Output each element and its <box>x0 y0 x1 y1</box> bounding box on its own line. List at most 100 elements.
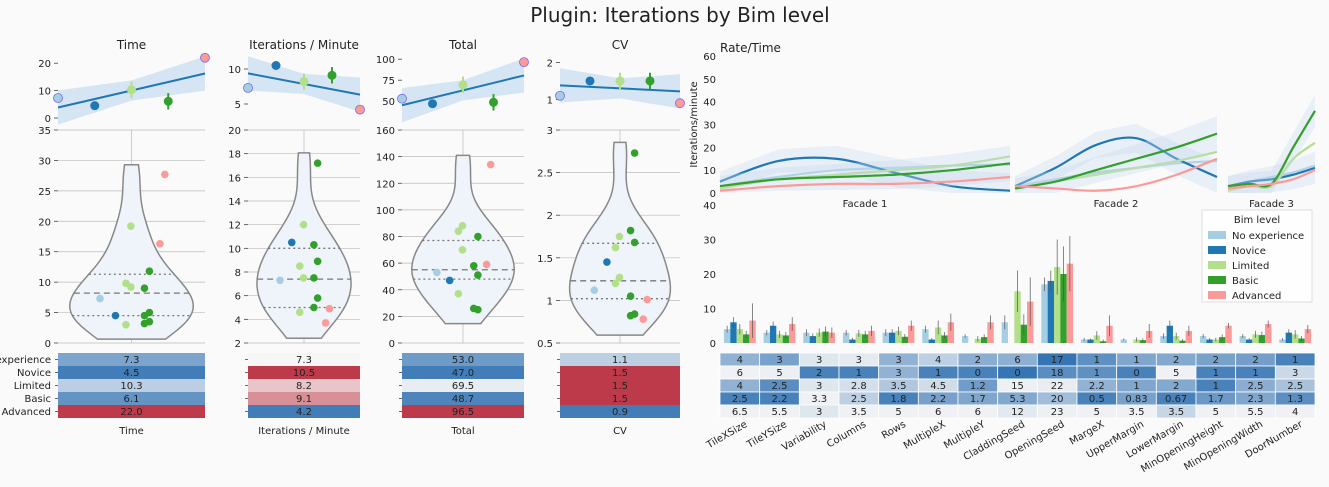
figure-title: Plugin: Iterations by Bim level <box>530 3 830 27</box>
bar <box>1001 322 1008 343</box>
trend-y-tick-label: 2 <box>547 58 553 69</box>
violin-y-tick-label: 40 <box>382 286 395 297</box>
bar-table-value: 5 <box>895 407 901 418</box>
bar-table-value: 3 <box>1292 368 1298 379</box>
bar <box>1014 291 1021 343</box>
violin-y-tick-label: 140 <box>376 153 395 164</box>
bar <box>882 332 889 343</box>
bar-table-value: 3 <box>816 381 822 392</box>
table-x-label: Iterations / Minute <box>258 426 350 437</box>
bar <box>1304 329 1312 343</box>
table-cell <box>560 366 680 379</box>
bar-table-value: 0 <box>1014 368 1020 379</box>
violin-y-tick-label: 18 <box>228 150 241 161</box>
violin-y-tick-label: 60 <box>382 259 395 270</box>
table-cell <box>402 353 524 366</box>
bar <box>934 327 942 343</box>
bar-table-value: 3.5 <box>1168 407 1184 418</box>
trend-y-tick-label: 10 <box>38 87 51 98</box>
bar <box>782 335 790 343</box>
violin-data-point <box>486 160 495 169</box>
bar-table-value: 3 <box>816 355 822 366</box>
bar-table-value: 1 <box>1094 368 1100 379</box>
legend-label: Basic <box>1232 276 1258 287</box>
bar-table-value: 22 <box>1051 381 1064 392</box>
panel-title: CV <box>612 38 629 52</box>
violin-y-tick-label: 35 <box>38 126 51 137</box>
violin-data-point <box>310 240 318 249</box>
rate-time-y-tick-label: 10 <box>703 166 716 177</box>
trend-mean-point <box>519 57 529 68</box>
bar-table-value: 5 <box>1173 368 1179 379</box>
table-cell <box>248 366 360 379</box>
bar <box>1239 336 1246 343</box>
bar <box>1087 339 1094 343</box>
table-row-label: Limited <box>14 381 51 392</box>
bar <box>743 334 750 343</box>
rate-time-series-line <box>1227 166 1316 188</box>
violin-data-point <box>590 286 599 294</box>
bar-table-value: 2.8 <box>851 381 867 392</box>
rate-time-y-tick-label: 0 <box>710 189 716 200</box>
trend-mean-point <box>489 97 498 107</box>
bar <box>815 332 823 343</box>
bar-table-value: 2.5 <box>1287 381 1303 392</box>
bar-y-tick-label: 40 <box>703 201 716 212</box>
trend-mean-point <box>299 77 309 87</box>
violin-data-point <box>127 283 135 291</box>
table-cell <box>560 392 680 405</box>
bar-table-value: 6 <box>935 407 941 418</box>
table-row-label: No experience <box>0 355 51 366</box>
bar-table-value: 4.5 <box>930 381 946 392</box>
bar-table-value: 4 <box>737 355 743 366</box>
panel-2: Iterations / Minute 5 10 2 4 6 8 10 12 14 16 18 20 7.… <box>228 38 365 437</box>
bar-table-value: 1 <box>1213 368 1219 379</box>
rate-time-confidence-band <box>1015 116 1217 193</box>
violin-data-point <box>474 271 482 279</box>
violin-data-point <box>626 311 635 320</box>
bar-y-tick-label: 30 <box>703 236 716 247</box>
trend-y-tick-label: 50 <box>382 97 395 108</box>
violin-data-point <box>626 292 635 300</box>
table-x-label: CV <box>613 426 627 437</box>
violin-y-tick-label: 160 <box>376 126 395 137</box>
violin-data-point <box>615 232 624 241</box>
violin-data-point <box>295 308 304 317</box>
violin-y-tick-label: 16 <box>228 173 241 184</box>
violin-data-point <box>140 311 149 320</box>
bar-table-value: 2.5 <box>1248 381 1264 392</box>
violin-data-point <box>140 284 149 293</box>
table-cell-value: 69.5 <box>452 381 474 392</box>
legend-label: No experience <box>1232 231 1304 242</box>
table-cell <box>248 379 360 392</box>
bar <box>730 322 737 343</box>
violin-data-point <box>433 268 441 277</box>
bar-table-value: 2.5 <box>772 381 788 392</box>
violin-y-tick-label: 100 <box>376 206 395 217</box>
bar-table-value: 12 <box>1011 407 1024 418</box>
bar-table-value: 0 <box>1133 368 1139 379</box>
violin-data-point <box>96 294 104 303</box>
violin-data-point <box>445 276 454 285</box>
table-row-label: Novice <box>17 368 51 379</box>
table-cell <box>58 392 205 405</box>
violin-data-point <box>310 274 318 282</box>
bar <box>1066 263 1074 343</box>
trend-mean-point <box>397 93 407 104</box>
table-cell-value: 1.5 <box>612 381 628 392</box>
bar <box>888 332 896 343</box>
table-cell-value: 48.7 <box>452 394 474 405</box>
rate-time-series-line <box>719 156 1011 192</box>
panels: Time01020051015202530357.34.510.36.122.0… <box>0 38 1316 475</box>
violin-data-point <box>140 319 149 328</box>
bar <box>928 339 935 343</box>
violin-data-point <box>630 238 639 247</box>
table-cell-value: 7.3 <box>124 355 140 366</box>
trend-mean-point <box>585 76 595 86</box>
violin-data-point <box>299 274 308 282</box>
bar <box>763 332 770 343</box>
trend-mean-point <box>243 83 253 93</box>
facet-label: Facade 1 <box>843 199 888 210</box>
violin-y-tick-label: 30 <box>38 156 51 167</box>
